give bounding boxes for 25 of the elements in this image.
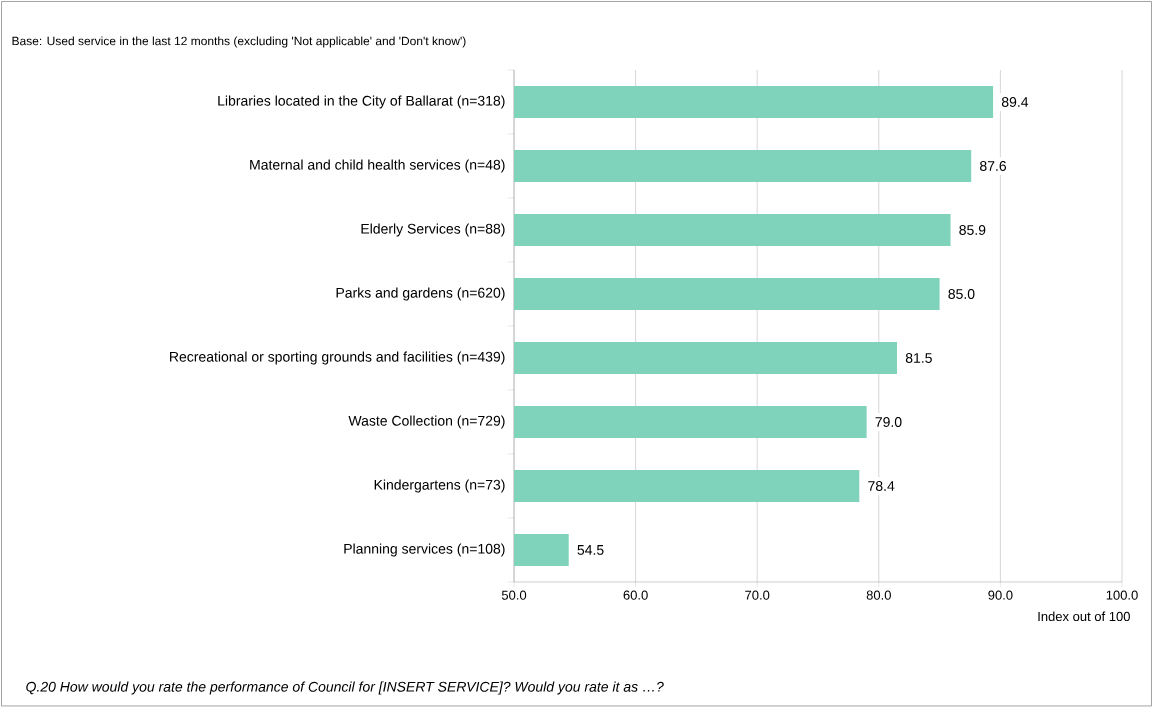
y-tick-label: Recreational or sporting grounds and facilities (n=439) bbox=[170, 351, 505, 365]
y-tick-label: Waste Collection (n=729) bbox=[348, 415, 505, 429]
text: Base: Used service in the last 12 months (excluding 'Not applicable' and 'Don't know') bbox=[12, 36, 466, 48]
y-tick-label: Libraries located in the City of Ballarat (n=318) bbox=[218, 95, 505, 109]
x-tick-label: 90.0 bbox=[988, 590, 1013, 600]
data-label: 78.4 bbox=[868, 481, 895, 491]
data-label: 85.9 bbox=[959, 225, 986, 235]
x-tick-label: 80.0 bbox=[866, 590, 891, 600]
x-tick-label: 70.0 bbox=[745, 590, 770, 600]
y-tick-label: Planning services (n=108) bbox=[344, 543, 505, 557]
y-tick-label: Parks and gardens (n=620) bbox=[336, 287, 505, 301]
data-label: 54.5 bbox=[577, 545, 604, 555]
data-label: 89.4 bbox=[1001, 97, 1029, 107]
x-tick-label: 60.0 bbox=[623, 590, 648, 600]
x-tick-label: 100.0 bbox=[1106, 590, 1138, 600]
data-label: 85.0 bbox=[948, 289, 975, 299]
text: Q.20 How would you rate the performance of Council for [INSERT SERVICE]? Would you rate it as …? bbox=[26, 681, 664, 695]
x-tick-label: 50.0 bbox=[501, 590, 527, 600]
data-label: 81.5 bbox=[905, 353, 932, 363]
data-label: 79.0 bbox=[875, 417, 902, 427]
y-tick-label: Elderly Services (n=88) bbox=[361, 223, 505, 237]
y-tick-label: Maternal and child health services (n=48) bbox=[250, 159, 505, 173]
data-label: 87.6 bbox=[980, 161, 1007, 171]
x-axis-title: Index out of 100 bbox=[1038, 611, 1130, 622]
y-tick-label: Kindergartens (n=73) bbox=[374, 479, 505, 493]
